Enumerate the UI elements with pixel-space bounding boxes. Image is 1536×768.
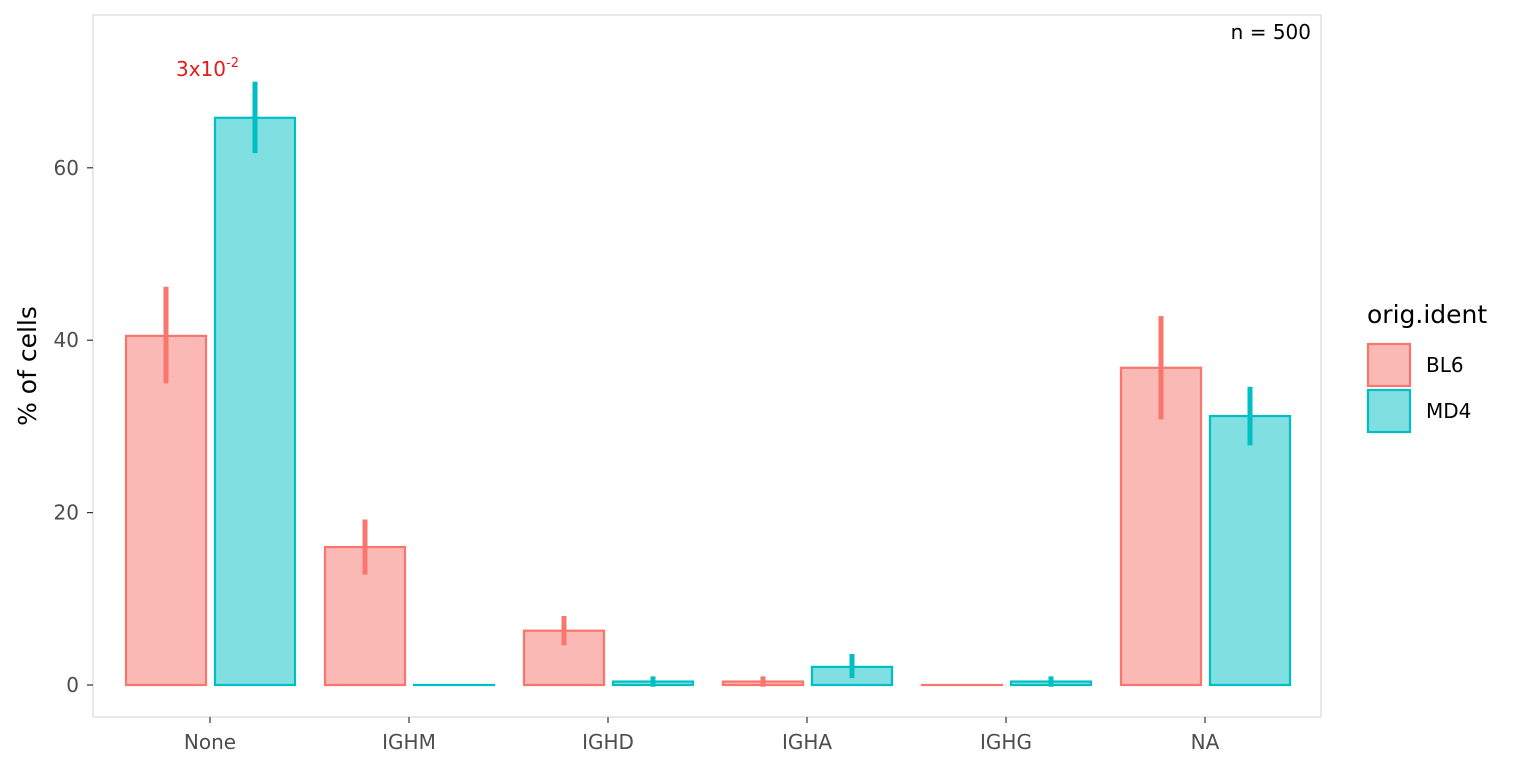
bar-bl6-na bbox=[1119, 366, 1203, 687]
legend-label-bl6: BL6 bbox=[1426, 353, 1464, 377]
y-axis-title: % of cells bbox=[13, 306, 42, 426]
x-axis: None IGHM IGHD IGHA IGHG NA bbox=[184, 717, 1220, 754]
bar-md4-none bbox=[213, 116, 297, 687]
x-tick-label: NA bbox=[1191, 730, 1220, 754]
bar-bl6-none bbox=[124, 334, 208, 687]
x-tick-label: IGHD bbox=[582, 730, 634, 754]
x-tick-label: None bbox=[184, 730, 236, 754]
x-tick-label: IGHM bbox=[382, 730, 436, 754]
legend-key-bl6 bbox=[1366, 342, 1412, 388]
bars-layer bbox=[124, 81, 1292, 687]
pvalue-base: 3x10 bbox=[176, 57, 226, 81]
y-tick-label: 60 bbox=[54, 156, 79, 180]
y-tick-label: 40 bbox=[54, 328, 79, 352]
x-tick-label: IGHA bbox=[782, 730, 832, 754]
pvalue-annotation: 3x10-2 bbox=[176, 56, 239, 81]
x-tick-label: IGHG bbox=[980, 730, 1032, 754]
pvalue-exponent: -2 bbox=[226, 56, 239, 71]
y-tick-label: 20 bbox=[54, 501, 79, 525]
legend-key-md4 bbox=[1366, 388, 1412, 434]
y-axis: 0 20 40 60 bbox=[54, 156, 93, 697]
plot-panel bbox=[92, 14, 1322, 718]
legend-title: orig.ident bbox=[1367, 300, 1487, 329]
y-tick-label: 0 bbox=[66, 673, 79, 697]
bar-md4-na bbox=[1208, 414, 1292, 687]
legend-label-md4: MD4 bbox=[1426, 399, 1471, 423]
count-annotation: n = 500 bbox=[1231, 20, 1311, 44]
legend: orig.ident BL6 MD4 bbox=[1366, 300, 1487, 434]
